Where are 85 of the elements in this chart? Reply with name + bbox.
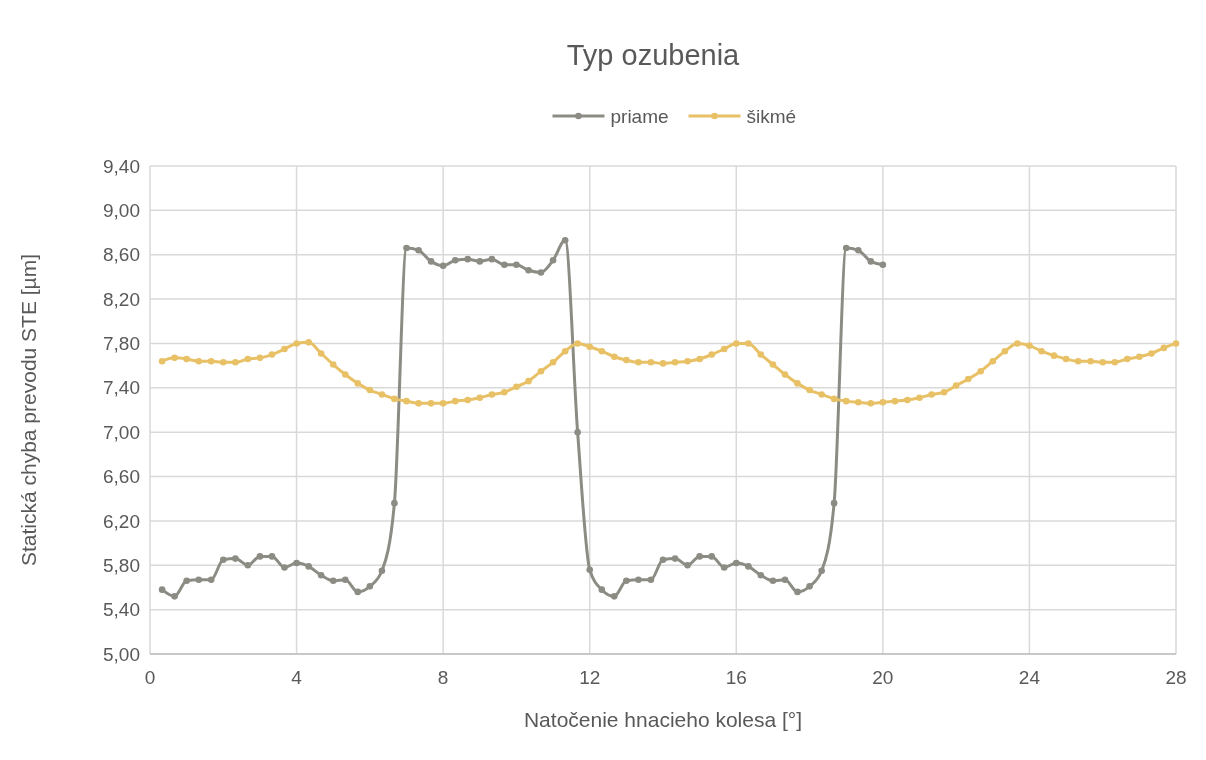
point xyxy=(366,583,374,590)
y-tick-label: 8,60 xyxy=(103,244,140,266)
point xyxy=(427,258,435,265)
point xyxy=(842,244,850,252)
y-tick-label: 5,40 xyxy=(103,599,140,621)
legend-label: šikmé xyxy=(746,105,797,127)
point xyxy=(745,563,752,570)
point xyxy=(415,246,422,254)
point xyxy=(305,563,312,570)
y-tick-label: 8,20 xyxy=(103,288,140,310)
point xyxy=(342,576,349,583)
point xyxy=(183,577,190,585)
point xyxy=(610,593,618,600)
point xyxy=(769,577,777,585)
point xyxy=(830,499,838,507)
point xyxy=(879,261,887,269)
point xyxy=(720,564,728,571)
x-axis-title: Natočenie hnacieho kolesa [°] xyxy=(523,708,803,731)
y-tick-label: 7,00 xyxy=(103,421,140,443)
point xyxy=(561,237,569,244)
y-tick-label: 9,00 xyxy=(103,200,140,222)
x-tick-label: 0 xyxy=(144,667,156,688)
y-tick-label: 5,80 xyxy=(103,554,140,576)
point xyxy=(391,499,398,507)
point xyxy=(317,571,325,579)
y-tick-label: 7,80 xyxy=(103,333,140,355)
point xyxy=(757,571,765,579)
y-tick-label: 5,00 xyxy=(103,643,140,665)
point xyxy=(476,258,484,265)
point xyxy=(464,255,471,263)
point xyxy=(781,576,789,583)
point xyxy=(708,553,716,560)
point xyxy=(806,583,813,590)
point xyxy=(586,566,594,574)
y-tick-label: 9,40 xyxy=(103,155,140,177)
legend-label: priame xyxy=(610,105,669,127)
point xyxy=(293,559,300,567)
x-tick-label: 4 xyxy=(291,667,303,688)
point xyxy=(232,555,239,562)
point xyxy=(256,553,264,560)
chart-title: Typ ozubenia xyxy=(566,39,741,71)
point xyxy=(171,593,178,600)
x-tick-label: 24 xyxy=(1018,667,1041,688)
point xyxy=(451,256,459,264)
y-tick-label: 6,20 xyxy=(103,510,140,532)
point xyxy=(268,553,276,560)
point xyxy=(219,556,227,564)
point xyxy=(354,588,362,596)
point xyxy=(329,577,337,585)
point xyxy=(659,556,667,564)
x-tick-label: 28 xyxy=(1165,667,1187,688)
point xyxy=(867,258,875,265)
x-tick-label: 20 xyxy=(872,667,894,688)
point xyxy=(403,244,410,252)
point xyxy=(378,567,386,575)
point xyxy=(244,561,252,569)
point xyxy=(574,428,581,436)
point xyxy=(623,577,630,585)
point xyxy=(549,256,557,264)
point xyxy=(513,261,520,269)
point xyxy=(732,559,740,567)
point xyxy=(281,564,288,571)
y-tick-label: 7,40 xyxy=(103,377,140,399)
point xyxy=(818,567,825,575)
point xyxy=(696,553,703,560)
point xyxy=(488,255,496,263)
point xyxy=(598,586,606,593)
point xyxy=(635,576,642,583)
point xyxy=(439,262,447,270)
y-tick-label: 6,60 xyxy=(103,466,140,488)
point xyxy=(684,561,691,569)
y-axis-title: Statická chyba prevodu STE [µm] xyxy=(17,253,40,567)
point xyxy=(671,555,679,562)
point xyxy=(195,576,203,583)
point xyxy=(794,588,801,596)
point xyxy=(537,269,545,276)
point xyxy=(855,246,862,254)
x-tick-label: 12 xyxy=(579,667,601,688)
point xyxy=(501,261,508,269)
x-tick-label: 16 xyxy=(725,667,747,688)
x-tick-label: 8 xyxy=(437,667,449,688)
point xyxy=(158,586,166,593)
point xyxy=(207,576,215,583)
point xyxy=(525,266,532,274)
point xyxy=(647,576,655,583)
